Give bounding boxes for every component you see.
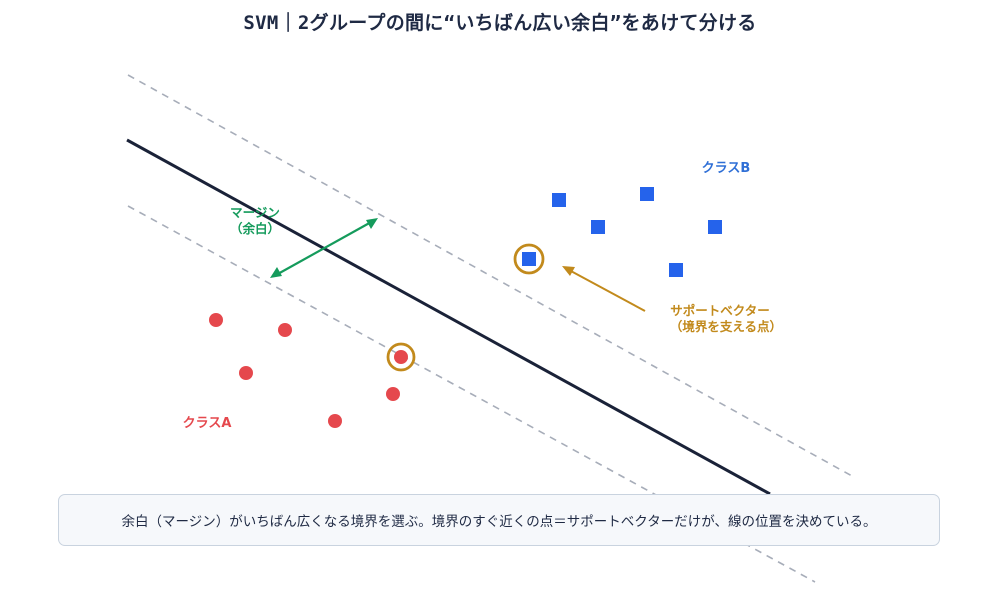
margin-label: マージン [230,205,280,220]
class-b-label: クラスB [702,161,751,176]
margin-arrow [270,218,378,278]
caption-box: 余白（マージン）がいちばん広くなる境界を選ぶ。境界のすぐ近くの点＝サポートベクタ… [58,494,940,546]
class-b-support-point [522,252,536,266]
decision-boundary-line [126,138,771,496]
class-a-point [278,323,292,337]
support-vector-label-sub: （境界を支える点） [670,319,782,334]
support-vector-arrow [562,266,646,312]
class-b-point [708,220,722,234]
class-a-point [239,366,253,380]
class-b-point [640,187,654,201]
caption-text: 余白（マージン）がいちばん広くなる境界を選ぶ。境界のすぐ近くの点＝サポートベクタ… [121,514,877,530]
class-a-support-point [394,350,408,364]
class-b-point [669,263,683,277]
class-b-point [591,220,605,234]
class-b-point [552,193,566,207]
class-a-label: クラスA [183,416,232,431]
support-vector-ring [386,342,416,372]
margin-label-sub: （余白） [230,221,280,236]
class-a-point [328,414,342,428]
support-vector-label: サポートベクター [670,303,770,318]
upper-margin-line [127,74,853,477]
page-title: SVM｜2グループの間に“いちばん広い余白”をあけて分ける [243,12,757,34]
support-vector-ring [513,243,545,275]
class-a-point [209,313,223,327]
class-a-point [386,387,400,401]
